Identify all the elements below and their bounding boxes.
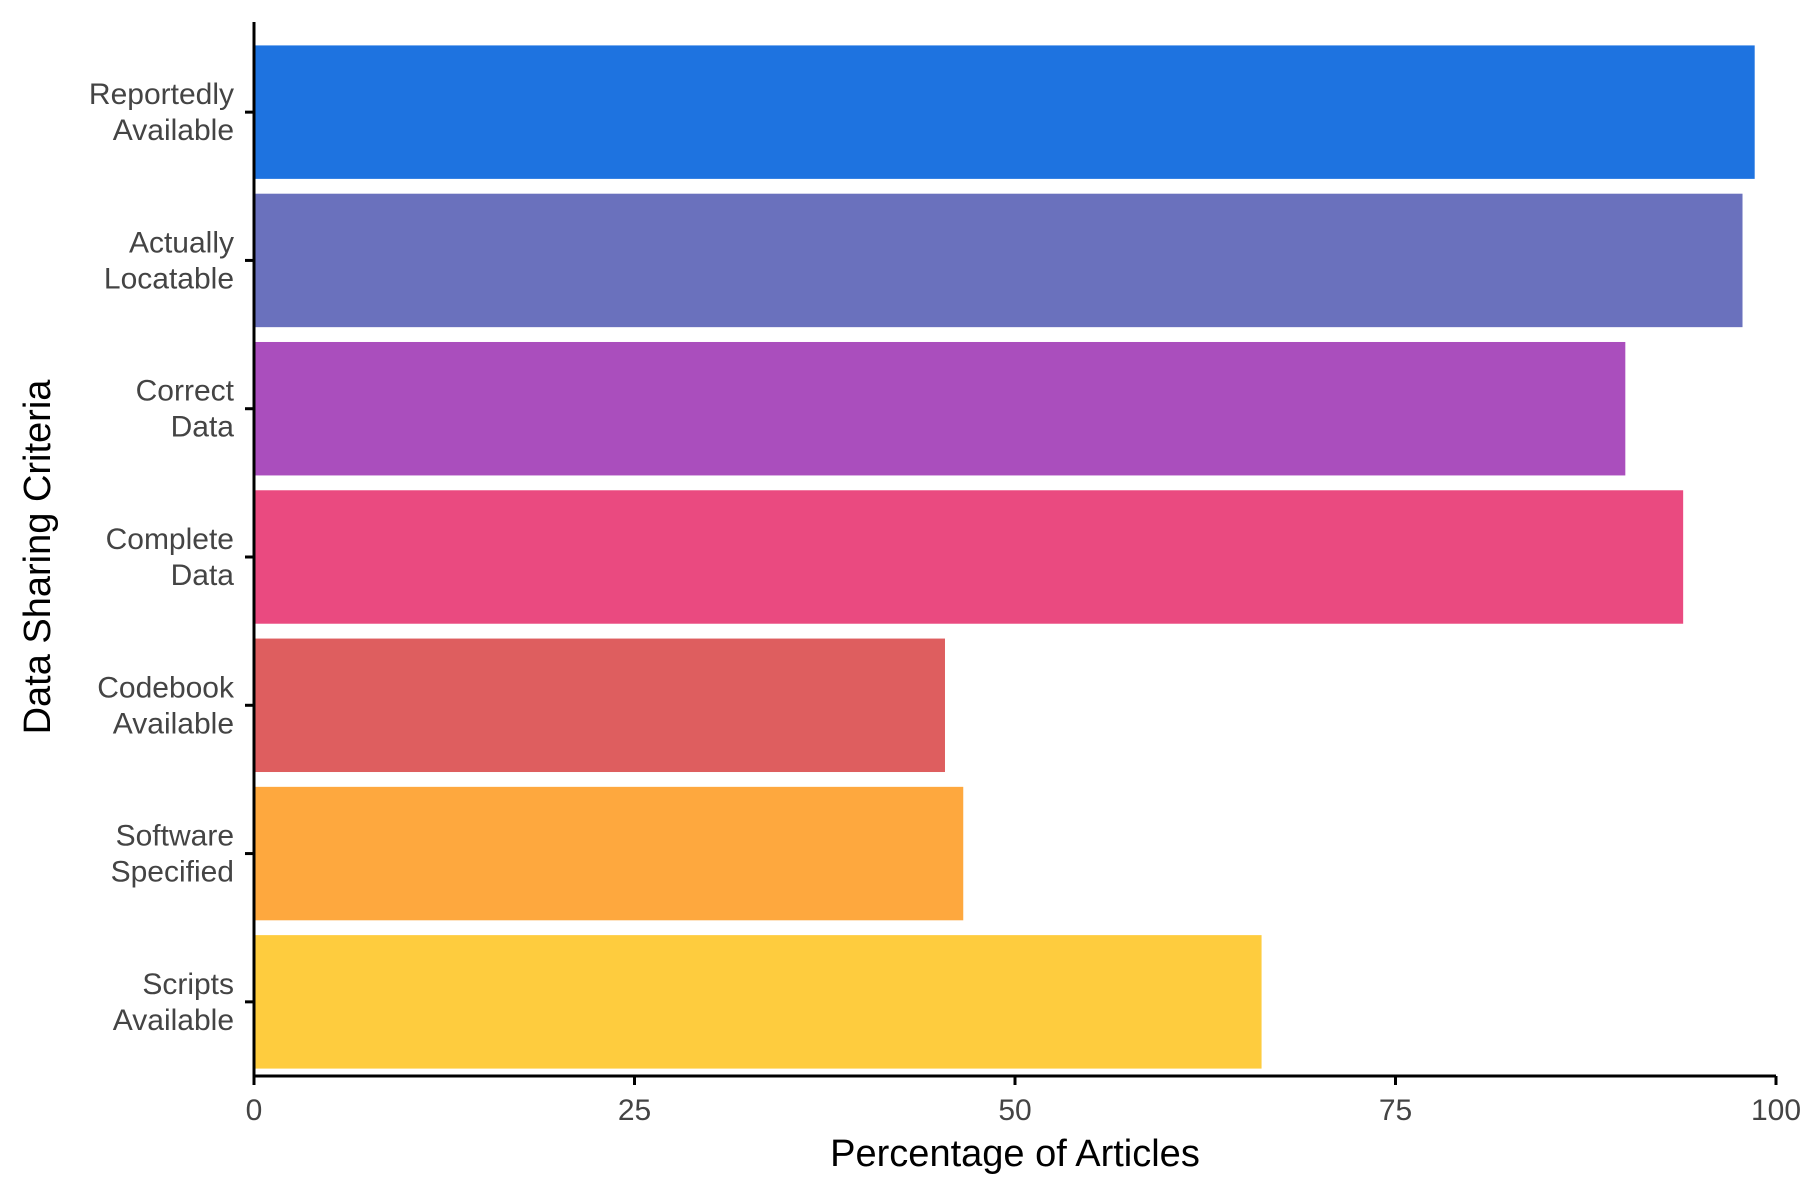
y-tick-label-line: Locatable: [104, 262, 234, 295]
y-tick-label-line: Available: [113, 1004, 234, 1037]
y-tick-label: Software Specified: [111, 820, 234, 889]
x-axis-ticks: 0 25 50 75 100: [246, 1076, 1800, 1127]
bar-scripts-available: [254, 935, 1262, 1069]
y-tick-label-line: Software: [116, 820, 234, 853]
bar-actually-locatable: [254, 193, 1743, 328]
bar-complete-data: [254, 490, 1684, 624]
y-tick-label: Actually Locatable: [104, 226, 234, 295]
y-tick-label-line: Correct: [136, 375, 235, 408]
bars-group: [254, 45, 1755, 1069]
y-tick-label-line: Data: [171, 559, 235, 592]
y-tick-label-line: Reportedly: [89, 78, 234, 111]
bar-reportedly-available: [254, 45, 1755, 179]
y-tick-label-line: Scripts: [142, 968, 234, 1001]
y-tick-label-line: Actually: [129, 226, 234, 259]
y-tick-label-line: Data: [171, 411, 235, 444]
x-tick-label: 0: [246, 1094, 263, 1127]
y-tick-label: Complete Data: [106, 523, 235, 592]
bar-software-specified: [254, 786, 964, 921]
y-tick-label-line: Available: [113, 114, 234, 147]
y-tick-label-line: Codebook: [97, 671, 235, 704]
y-tick-label: Codebook Available: [97, 671, 235, 740]
x-tick-label: 50: [998, 1094, 1031, 1127]
x-axis-title: Percentage of Articles: [830, 1133, 1200, 1175]
y-axis-title: Data Sharing Criteria: [17, 379, 59, 735]
y-tick-label-line: Complete: [106, 523, 234, 556]
y-tick-label-line: Specified: [111, 856, 234, 889]
y-tick-label: Reportedly Available: [89, 78, 234, 147]
x-tick-label: 100: [1751, 1094, 1800, 1127]
bar-codebook-available: [254, 638, 945, 773]
x-tick-label: 25: [618, 1094, 651, 1127]
x-tick-label: 75: [1379, 1094, 1412, 1127]
y-tick-label-line: Available: [113, 707, 234, 740]
y-tick-label: Correct Data: [136, 375, 235, 444]
y-tick-label: Scripts Available: [113, 968, 234, 1037]
bar-correct-data: [254, 341, 1626, 476]
